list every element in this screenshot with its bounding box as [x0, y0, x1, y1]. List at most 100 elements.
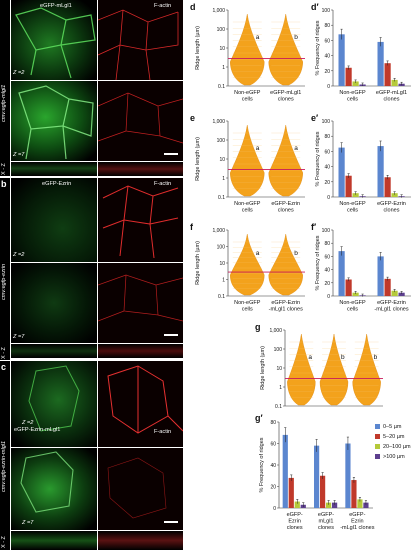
x-category-label: clones — [384, 97, 400, 103]
chart-g-violin: 1,000 100 10 1 0.1 Ridge length (µm) a b b — [260, 328, 383, 410]
panel-label-g-prime: g′ — [255, 413, 263, 423]
violin-shape — [230, 13, 265, 86]
y-tick-label: 1 — [222, 278, 225, 284]
y-tick-label: 1 — [279, 385, 282, 391]
y-tick-label: 0 — [327, 195, 330, 201]
y-tick-label: 1,000 — [212, 228, 225, 234]
chart-d-violin: 1,000 100 10 1 0.1 Ridge length (µm) a Non-eGFP… — [195, 8, 305, 103]
x-category-label: cells — [347, 97, 358, 103]
x-category-label: clones — [384, 208, 400, 214]
bar — [398, 292, 405, 296]
red-title-c: F-actin — [154, 429, 172, 435]
x-category-label: eGFP-mLgl1 — [376, 90, 407, 96]
x-category-label: cells — [347, 208, 358, 214]
y-tick-label: 60 — [324, 149, 330, 155]
violin-shape — [268, 233, 303, 296]
y-tick-label: 80 — [324, 241, 330, 247]
green-image-a-z7 — [11, 81, 97, 161]
legend-label: 0–5 µm — [383, 424, 402, 430]
y-tick-label: 60 — [270, 442, 276, 448]
green-image-c-z7 — [11, 448, 97, 530]
scale-bar-a — [164, 153, 178, 155]
bar — [377, 256, 384, 296]
x-category-label: eGFP-Ezrin — [271, 300, 300, 306]
green-title-c: eGFP-Ezrin-mLgl1 — [14, 427, 61, 433]
x-category-label: clones — [287, 525, 303, 531]
legend-swatch — [375, 444, 380, 449]
y-tick-label: 0 — [273, 506, 276, 512]
y-tick-label: 100 — [217, 138, 226, 144]
xz-strip-a — [0, 162, 10, 176]
significance-letter: a — [256, 34, 260, 41]
x-category-label: cells — [242, 307, 253, 313]
y-tick-label: 1,000 — [212, 8, 225, 14]
chart-f-violin: 1,000 100 10 1 0.1 Ridge length (µm) a Non-eGFP… — [195, 228, 305, 313]
y-tick-label: 100 — [217, 27, 226, 33]
xz-label-a: X - Z — [1, 163, 7, 175]
x-category-label: -mLgl1 clones — [340, 525, 374, 531]
significance-letter: a — [294, 145, 298, 152]
y-tick-label: 0 — [327, 294, 330, 300]
chart-f-prime-bar: 100 80 60 40 20 0 % Frequency of ridges Non-eGF… — [315, 228, 411, 313]
y-tick-label: 1 — [222, 65, 225, 71]
significance-letter: b — [341, 354, 345, 361]
xz-label-c: X - Z — [1, 536, 7, 548]
bar — [288, 477, 294, 508]
x-category-label: Ezrin — [351, 519, 364, 525]
x-category-label: cells — [242, 208, 253, 214]
y-tick-label: 1 — [222, 176, 225, 182]
y-tick-label: 60 — [324, 38, 330, 44]
y-axis-title: % Frequency of ridges — [259, 437, 265, 492]
y-tick-label: 1,000 — [212, 119, 225, 125]
z-label-c-top: Z =2 — [22, 420, 34, 426]
x-category-label: eGFP- — [287, 512, 303, 518]
bar — [314, 445, 320, 508]
x-category-label: eGFP- — [318, 512, 334, 518]
y-axis-title: Ridge length (µm) — [195, 137, 201, 181]
y-axis-title: % Frequency of ridges — [315, 20, 321, 75]
y-tick-label: 20 — [270, 485, 276, 491]
y-tick-label: 10 — [219, 261, 225, 267]
y-axis-title: Ridge length (µm) — [195, 241, 201, 285]
y-axis-title: Ridge length (µm) — [195, 26, 201, 70]
green-title-a: eGFP-mLgl1 — [40, 3, 72, 9]
panel-label-f: f — [190, 222, 193, 232]
legend-label: 5–20 µm — [383, 434, 405, 440]
bar — [345, 443, 351, 508]
row-label-a: cmv:egfp-mlgl1 — [1, 84, 7, 122]
bar — [377, 41, 384, 86]
x-category-label: Non-eGFP — [339, 300, 366, 306]
significance-letter: a — [256, 250, 260, 257]
bar — [345, 279, 352, 296]
red-image-a-z2 — [98, 0, 183, 80]
panel-label-c: c — [1, 362, 7, 372]
z-label-b-top: Z =2 — [13, 252, 25, 258]
legend-swatch — [375, 434, 380, 439]
y-axis-title: % Frequency of ridges — [315, 235, 321, 290]
y-tick-label: 0 — [327, 84, 330, 90]
y-tick-label: 40 — [324, 165, 330, 171]
y-axis-title: % Frequency of ridges — [315, 131, 321, 186]
y-tick-label: 100 — [217, 245, 226, 251]
violin-shape — [352, 333, 381, 406]
bar — [332, 502, 338, 508]
violin-shape — [268, 124, 303, 197]
panel-label-e-prime: e′ — [311, 113, 319, 123]
panel-label-d: d — [190, 2, 196, 12]
bar — [384, 278, 391, 296]
bar — [352, 81, 359, 86]
x-category-label: cells — [347, 307, 358, 313]
significance-letter: b — [374, 354, 378, 361]
chart-d-prime-bar: 100 80 60 40 20 0 % Frequency of ridges Non-eGF… — [315, 8, 411, 103]
z-label-c-bottom: Z =7 — [22, 520, 34, 526]
green-title-b: eGFP-Ezrin — [42, 181, 72, 187]
y-tick-label: 0.1 — [218, 294, 225, 300]
bar — [320, 475, 326, 508]
x-category-label: Non-eGFP — [234, 201, 261, 207]
xz-label-b: X - Z — [1, 347, 7, 359]
red-image-c-z7 — [98, 448, 183, 530]
bar — [391, 290, 398, 296]
x-category-label: eGFP-Ezrin — [377, 300, 406, 306]
panel-label-b: b — [1, 179, 7, 189]
bar — [377, 146, 384, 197]
